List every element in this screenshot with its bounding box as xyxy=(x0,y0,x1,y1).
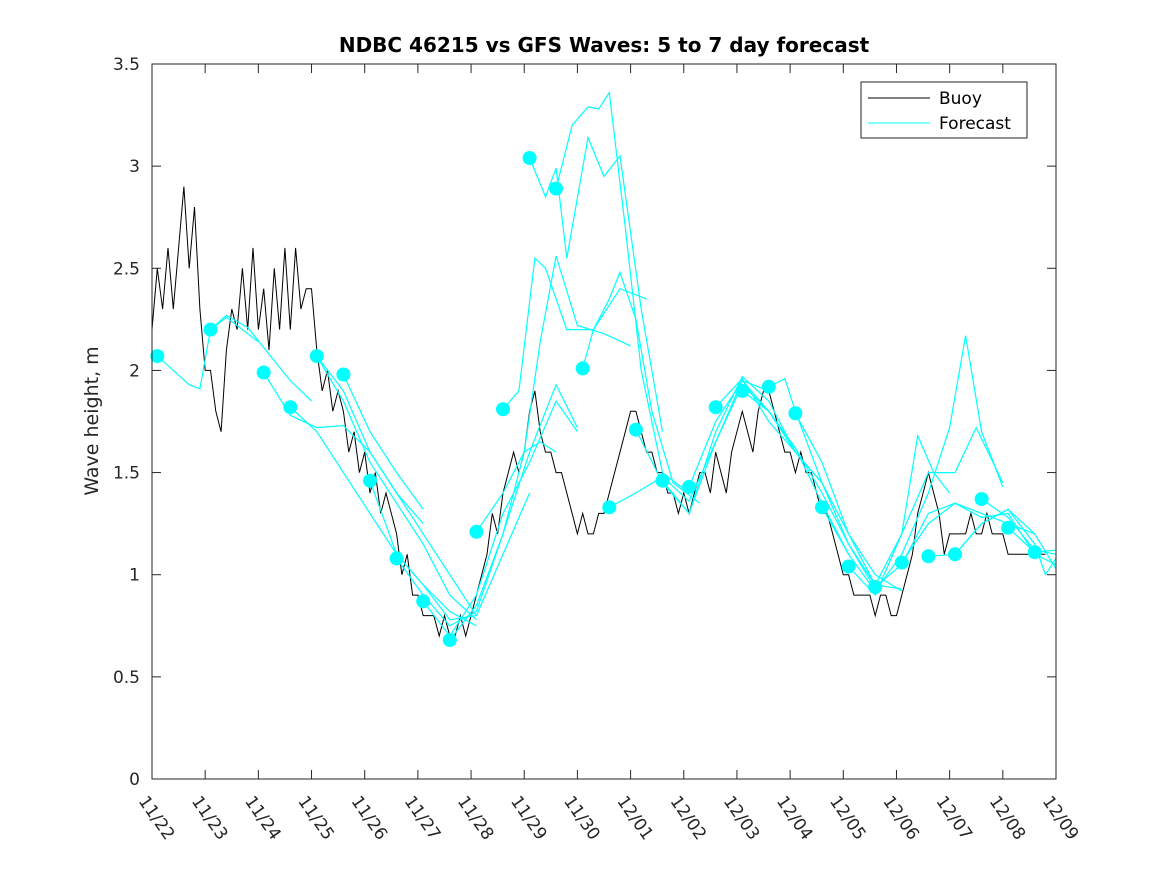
forecast-point xyxy=(682,479,697,494)
forecast-series-line xyxy=(768,377,903,592)
buoy-layer xyxy=(151,186,1046,638)
forecast-point xyxy=(416,594,431,609)
forecast-points-layer xyxy=(150,151,1042,648)
forecast-point xyxy=(469,524,484,539)
y-tick-label: 3.5 xyxy=(113,55,140,75)
forecast-point xyxy=(655,473,670,488)
forecast-series-line xyxy=(475,255,631,533)
forecast-point xyxy=(841,559,856,574)
forecast-series-line xyxy=(449,441,557,641)
forecast-point xyxy=(628,422,643,437)
axes-box xyxy=(151,63,1057,780)
forecast-series-line xyxy=(954,508,1057,569)
forecast-series-line xyxy=(210,314,312,402)
forecast-series-line xyxy=(289,406,477,627)
y-tick-label: 1 xyxy=(129,566,140,586)
forecast-series-line xyxy=(156,316,259,390)
forecast-point xyxy=(708,400,723,415)
forecast-point xyxy=(788,406,803,421)
legend-box xyxy=(860,81,1028,139)
forecast-point xyxy=(389,551,404,566)
forecast-series-line xyxy=(582,270,701,504)
legend: Buoy Forecast xyxy=(860,81,1028,139)
y-tick-label: 3 xyxy=(129,157,140,177)
forecast-point xyxy=(948,547,962,562)
y-axis-label: Wave height, m xyxy=(81,346,103,495)
forecast-point xyxy=(921,549,936,564)
legend-buoy-label: Buoy xyxy=(939,89,982,109)
y-tick-label: 0.5 xyxy=(113,668,140,688)
y-tick-label: 0 xyxy=(129,770,140,790)
y-tick-label: 2.5 xyxy=(113,259,140,279)
forecast-series-line xyxy=(502,256,647,410)
forecast-series-line xyxy=(316,355,477,621)
forecast-point xyxy=(203,322,218,337)
forecast-series-line xyxy=(848,426,1004,597)
forecast-point xyxy=(496,402,510,417)
chart-title: NDBC 46215 vs GFS Waves: 5 to 7 day fore… xyxy=(339,33,870,57)
forecast-series-line xyxy=(821,335,1004,593)
forecast-point xyxy=(735,383,750,398)
forecast-point xyxy=(894,555,909,570)
forecast-point xyxy=(815,500,829,515)
forecast-point xyxy=(575,361,590,376)
axes-background xyxy=(152,64,1056,779)
forecast-point xyxy=(283,400,298,415)
forecast-point xyxy=(602,500,617,515)
legend-forecast-label: Forecast xyxy=(939,114,1011,134)
forecast-point xyxy=(522,151,537,165)
forecast-point xyxy=(868,580,883,594)
forecast-point xyxy=(363,473,377,488)
y-tick-label: 1.5 xyxy=(113,464,140,484)
forecast-point xyxy=(309,349,324,364)
forecast-series-line xyxy=(529,135,664,432)
buoy-series-line xyxy=(151,186,1046,638)
forecast-point xyxy=(549,181,564,196)
forecast-point xyxy=(1001,520,1016,535)
forecast-series-line xyxy=(555,90,690,494)
forecast-point xyxy=(150,349,165,364)
forecast-point xyxy=(256,365,271,380)
forecast-series-line xyxy=(794,413,951,587)
forecast-point xyxy=(974,492,989,507)
y-axis: 0 0.5 1 1.5 2 2.5 3 3.5 xyxy=(113,55,1056,790)
forecast-point xyxy=(442,633,457,648)
forecast-point xyxy=(336,367,351,382)
y-tick-label: 2 xyxy=(129,361,140,381)
forecast-series-line xyxy=(981,498,1057,555)
forecast-series-line xyxy=(342,374,424,510)
forecast-point xyxy=(761,379,776,394)
forecast-point xyxy=(1027,545,1042,560)
forecast-series-line xyxy=(316,355,424,524)
plot-area: 00.511.522.533.5 11/22 11/23 11/24 11/25 11/… xyxy=(113,55,1082,844)
